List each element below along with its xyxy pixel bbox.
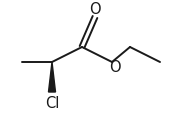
Text: O: O xyxy=(109,59,121,74)
Text: O: O xyxy=(89,2,101,17)
Text: Cl: Cl xyxy=(45,97,59,112)
Polygon shape xyxy=(48,62,55,92)
